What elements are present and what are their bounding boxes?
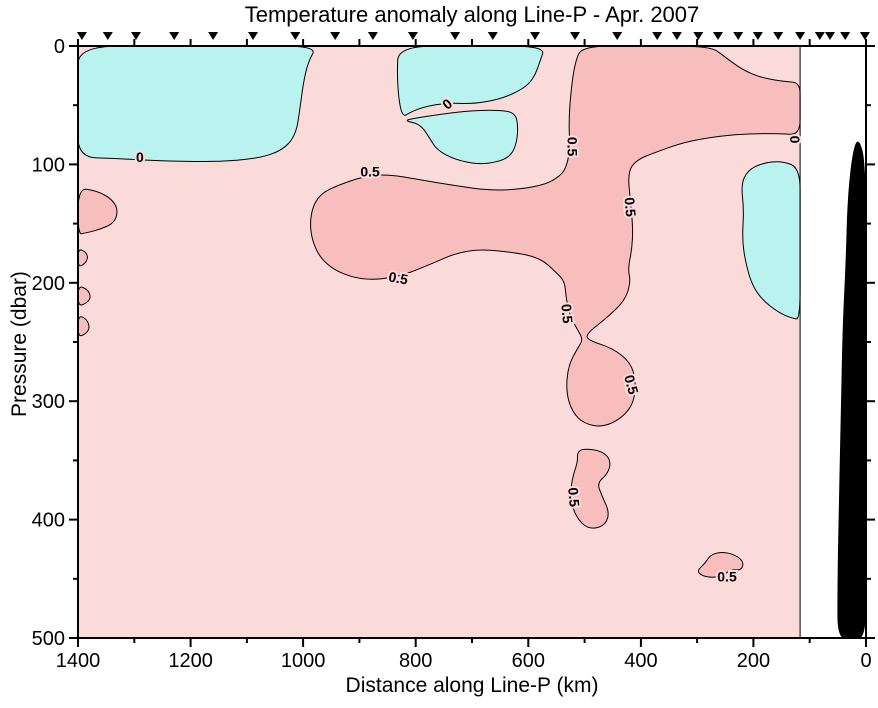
station-marker-icon (859, 32, 870, 40)
x-axis-tick-label: 1400 (56, 650, 101, 672)
contour-label: 0.5 (360, 163, 380, 179)
x-axis-tick-label: 400 (624, 650, 657, 672)
station-marker-icon (169, 32, 180, 40)
bathymetry-silhouette (837, 141, 867, 639)
contour-region-warm-left-bump-3 (77, 316, 90, 337)
station-marker-icon (825, 32, 835, 40)
chart-title: Temperature anomaly along Line-P - Apr. … (244, 2, 700, 27)
contour-region-warm-left-lobe (77, 188, 118, 235)
contour-region-warm-deep-small-blob (697, 551, 744, 578)
x-axis-tick-label: 800 (399, 650, 432, 672)
y-axis-tick-label: 400 (32, 510, 65, 532)
contour-region-negative-anomaly-nearshore (741, 161, 801, 320)
station-marker-icon (752, 32, 763, 40)
contour-region-warm-left-bump-1 (77, 249, 88, 267)
contour-label: 0.5 (621, 197, 639, 218)
station-marker-icon (773, 32, 784, 40)
x-axis-tick-label: 0 (860, 650, 871, 672)
station-marker-icon (102, 32, 113, 40)
station-marker-icon (840, 32, 851, 40)
station-marker-icon (795, 32, 806, 40)
contour-label: 0.5 (564, 137, 580, 157)
station-marker-icon (330, 32, 341, 40)
y-axis-tick-label: 0 (54, 36, 65, 58)
station-marker-icon (713, 32, 723, 40)
station-marker-icon (131, 32, 141, 40)
station-marker-icon (652, 32, 663, 40)
contour-region-warm-deep-blob (570, 448, 611, 529)
station-marker-icon (450, 32, 461, 40)
station-marker-icon (530, 32, 540, 40)
y-axis-tick-label: 500 (32, 628, 65, 650)
x-axis-tick-label: 1000 (281, 650, 326, 672)
station-marker-icon (814, 32, 825, 40)
contour-label: 0.5 (387, 268, 409, 287)
contour-label: 0.5 (558, 303, 576, 324)
contour-label: 0 (136, 149, 144, 165)
station-marker-icon (570, 32, 580, 40)
contour-region-negative-anomaly-center-scoop (406, 109, 519, 165)
station-marker-icon (693, 32, 704, 40)
contour-label: 0.5 (717, 568, 737, 584)
station-marker-icon (208, 32, 219, 40)
station-marker-icon (248, 32, 258, 40)
y-axis-tick-label: 300 (32, 391, 65, 413)
contour-label: 0.5 (565, 487, 583, 508)
x-axis-tick-label: 600 (512, 650, 545, 672)
station-marker-icon (612, 32, 623, 40)
station-marker-icon (487, 32, 498, 40)
x-axis-title: Distance along Line-P (km) (345, 674, 599, 697)
y-axis-tick-label: 200 (32, 273, 65, 295)
x-axis-tick-label: 200 (737, 650, 770, 672)
station-marker-icon (733, 32, 744, 40)
station-marker-icon (407, 32, 418, 40)
contour-label: 0 (787, 136, 803, 144)
contour-region-warm-core-main (310, 45, 801, 427)
y-axis-tick-label: 100 (32, 154, 65, 176)
station-marker-icon (367, 32, 378, 40)
contour-region-warm-left-bump-2 (77, 286, 91, 306)
station-marker-icon (76, 32, 87, 40)
station-marker-icon (671, 32, 682, 40)
station-marker-icon (290, 32, 301, 40)
x-axis-tick-label: 1200 (168, 650, 213, 672)
contour-region-negative-anomaly-top-left (77, 45, 314, 163)
